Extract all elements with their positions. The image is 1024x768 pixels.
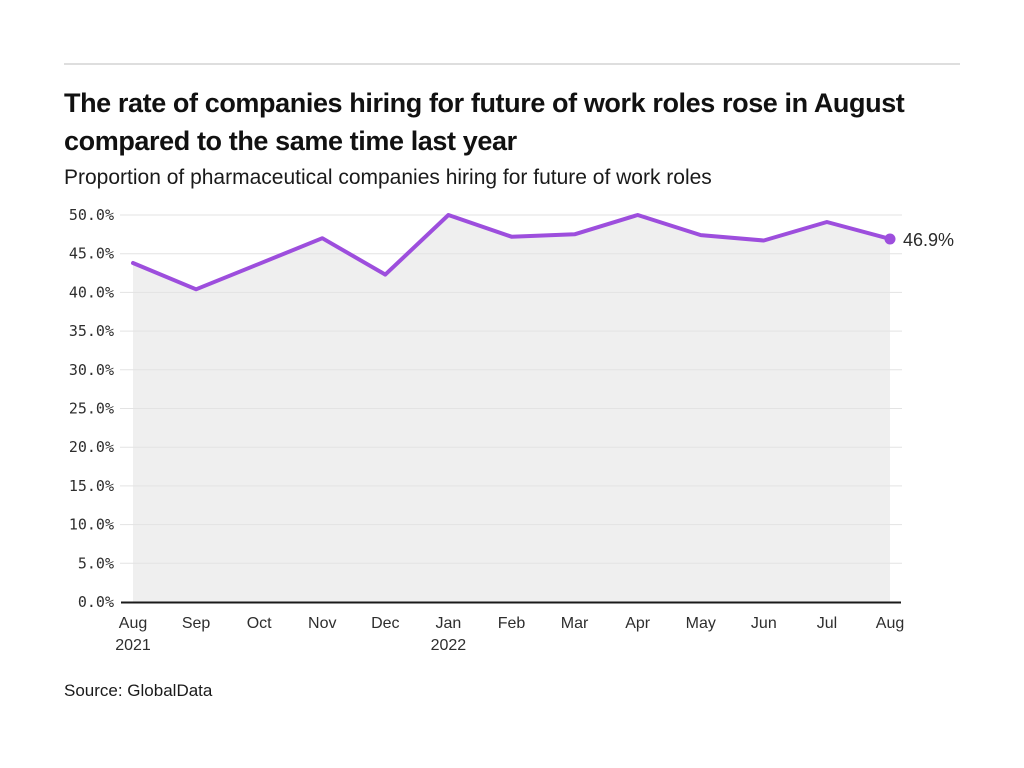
x-tick-year-label: 2021 [115, 637, 151, 654]
y-tick-label: 0.0% [78, 593, 114, 611]
y-tick-label: 40.0% [69, 283, 114, 301]
x-axis-labels: Aug 2021 Sep Oct Nov Dec Jan 2022 Feb Mar Apr May Ju… [115, 615, 904, 654]
x-tick-label: Jun [751, 615, 777, 632]
y-tick-label: 10.0% [69, 516, 114, 534]
x-tick-label: Apr [625, 615, 651, 632]
end-value-label: 46.9% [903, 230, 954, 250]
x-tick-label: Aug [119, 615, 147, 632]
x-tick-label: Dec [371, 615, 399, 632]
chart-title: The rate of companies hiring for future … [64, 88, 905, 156]
y-tick-label: 25.0% [69, 400, 114, 418]
top-divider [64, 63, 960, 65]
y-tick-label: 15.0% [69, 477, 114, 495]
x-tick-label: May [686, 615, 716, 632]
x-tick-label: Feb [498, 615, 526, 632]
grid-lines [120, 214, 902, 564]
y-tick-label: 5.0% [78, 554, 114, 572]
y-tick-label: 45.0% [69, 245, 114, 263]
x-tick-label: Sep [182, 615, 211, 632]
y-tick-label: 20.0% [69, 438, 114, 456]
x-tick-label: Jan [436, 615, 462, 632]
series-line [131, 213, 892, 292]
y-axis-labels: 0.0% 5.0% 10.0% 15.0% 20.0% 25.0% 30.0% 35.0% 40… [69, 206, 114, 611]
y-tick-label: 30.0% [69, 361, 114, 379]
y-tick-label: 50.0% [69, 206, 114, 224]
x-tick-label: Aug [876, 615, 904, 632]
x-tick-label: Oct [247, 615, 272, 632]
y-tick-label: 35.0% [69, 322, 114, 340]
x-tick-label: Nov [308, 615, 336, 632]
x-tick-label: Mar [561, 615, 589, 632]
chart-subtitle: Proportion of pharmaceutical companies h… [64, 166, 712, 189]
source-note: Source: GlobalData [64, 681, 213, 700]
x-tick-label: Jul [817, 615, 837, 632]
x-tick-year-label: 2022 [431, 637, 467, 654]
end-point-dot [884, 233, 896, 245]
